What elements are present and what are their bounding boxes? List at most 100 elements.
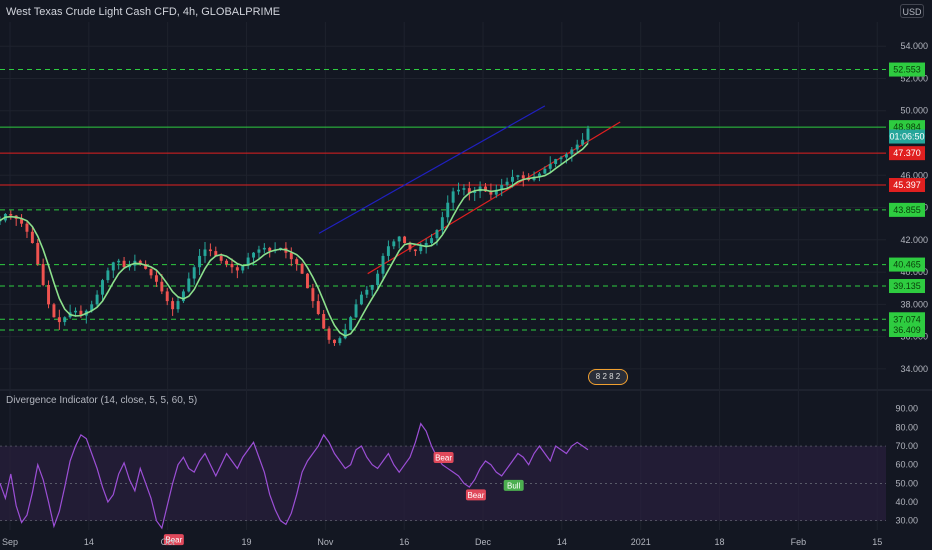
label-text: Bear <box>435 454 452 463</box>
oscillator-line <box>0 422 589 530</box>
price-level-tag: 45.397 <box>889 177 925 192</box>
tag-box <box>889 129 925 144</box>
candle-body <box>462 188 466 190</box>
candle-body <box>575 144 579 150</box>
price-tick-label: 34.000 <box>900 364 928 374</box>
grid-lines <box>0 22 932 530</box>
candle-body <box>57 317 61 323</box>
candle-body <box>138 260 142 264</box>
candle-body <box>176 301 180 310</box>
label-box <box>163 534 184 546</box>
candle-body <box>90 304 94 311</box>
price-level-tag: 52.553 <box>889 62 925 77</box>
time-tick-label: 15 <box>872 537 882 547</box>
candle-body <box>246 257 250 266</box>
candle-body <box>451 191 455 203</box>
candle-body <box>47 284 51 305</box>
candle-body <box>101 280 104 295</box>
candle-body <box>241 265 245 271</box>
label-text: Bear <box>165 536 182 545</box>
candle-body <box>365 289 369 295</box>
candle-body <box>306 273 309 289</box>
candle-body <box>440 217 444 231</box>
candle-body <box>111 262 115 271</box>
candle-body <box>192 267 196 279</box>
tag-box <box>889 146 925 161</box>
time-tick-label: 19 <box>242 537 252 547</box>
candle-body <box>181 291 185 302</box>
candle-body <box>397 236 401 242</box>
oscillator-tick-label: 60.00 <box>895 460 918 470</box>
moving-average-line <box>0 142 589 337</box>
candle-body <box>79 310 83 316</box>
candle-body <box>95 294 99 305</box>
candle-body <box>165 291 169 302</box>
candle-body <box>117 260 121 263</box>
bull-label: Bull <box>503 479 524 491</box>
tag-text: 01:06:50 <box>889 132 924 142</box>
moving-average <box>0 142 589 337</box>
candle-body <box>322 314 326 329</box>
currency-button[interactable]: USD <box>900 4 924 18</box>
candle-body <box>9 213 13 216</box>
candle-body <box>537 173 541 177</box>
price-levels <box>0 69 886 331</box>
candle-body <box>316 301 320 315</box>
time-tick-label: Oct <box>161 537 176 547</box>
candle-body <box>564 154 568 158</box>
tag-box <box>889 257 925 272</box>
trendline <box>318 105 546 234</box>
price-tick-label: 52.000 <box>900 73 928 83</box>
price-level-tag: 39.135 <box>889 279 925 294</box>
time-tick-label: Feb <box>791 537 807 547</box>
candle-body <box>349 317 353 331</box>
tag-box <box>889 62 925 77</box>
oscillator-tick-label: 30.00 <box>895 516 918 526</box>
candle-body <box>581 139 585 145</box>
candle-body <box>343 330 347 339</box>
tag-text: 39.135 <box>893 281 921 291</box>
label-box <box>433 452 454 464</box>
candle-body <box>494 189 498 195</box>
price-tick-label: 38.000 <box>900 299 928 309</box>
price-tick-label: 54.000 <box>900 41 928 51</box>
candle-body <box>338 338 342 344</box>
label-text: Bull <box>507 481 521 490</box>
candle-body <box>30 231 34 244</box>
candle-body <box>381 255 385 274</box>
price-axis[interactable]: 54.00052.00050.00046.00044.00042.00040.0… <box>889 41 928 374</box>
oscillator-axis[interactable]: 90.00 80.00 70.00 60.00 50.00 40.00 30.00 <box>895 404 918 526</box>
price-tick-label: 40.000 <box>900 267 928 277</box>
candle-body <box>295 259 299 264</box>
candle-body <box>413 249 417 252</box>
price-level-tag: 01:06:50 <box>889 129 925 144</box>
candle-body <box>386 246 390 256</box>
oscillator-series <box>0 422 589 530</box>
candle-body <box>257 249 261 253</box>
candle-body <box>262 247 266 250</box>
candle-body <box>484 186 487 192</box>
candle-body <box>20 218 24 224</box>
tag-box <box>889 312 925 327</box>
price-level-tag: 40.465 <box>889 257 925 272</box>
candle-body <box>198 255 202 268</box>
oscillator-tick-label: 80.00 <box>895 422 918 432</box>
candle-body <box>300 264 304 274</box>
tag-box <box>889 323 925 338</box>
candle-body <box>354 304 358 318</box>
tag-box <box>889 279 925 294</box>
candle-body <box>435 230 439 239</box>
candle-body <box>543 168 547 174</box>
candle-body <box>203 249 207 256</box>
price-level-tag: 37.074 <box>889 312 925 327</box>
logo-badge: 8 2 8 2 <box>588 369 628 385</box>
candle-body <box>311 288 315 302</box>
time-axis[interactable]: Sep 14 Oct 19 Nov 16 Dec 14 2021 18 Feb 15 <box>2 537 882 547</box>
time-tick-label: 14 <box>557 537 567 547</box>
time-tick-label: 18 <box>715 537 725 547</box>
candle-body <box>122 260 126 268</box>
time-tick-label: Dec <box>475 537 492 547</box>
candle-body <box>235 267 239 271</box>
candle-body <box>521 175 525 179</box>
